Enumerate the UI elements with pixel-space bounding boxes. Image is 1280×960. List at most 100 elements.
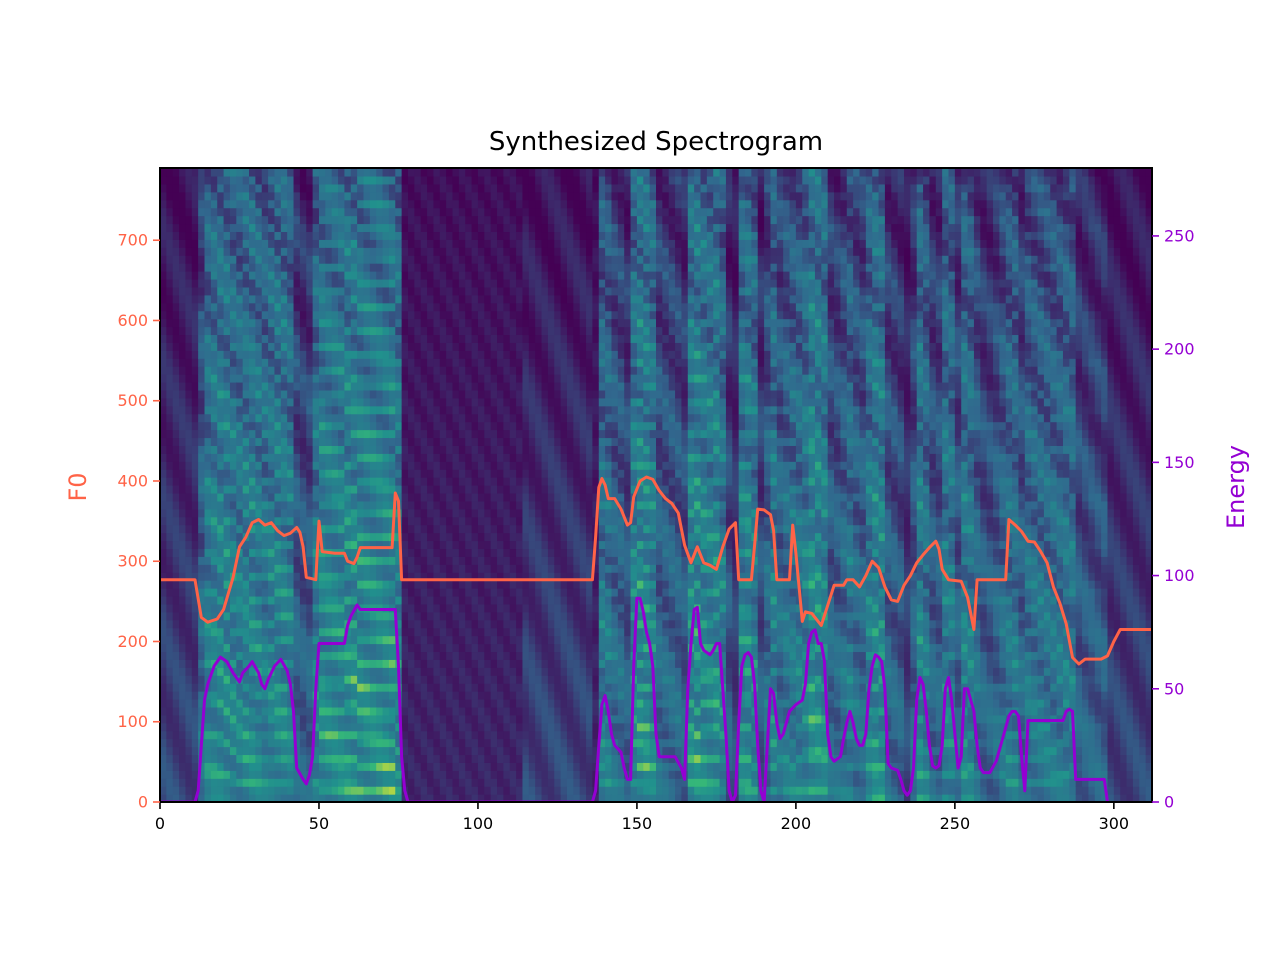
spectrogram-cell xyxy=(395,231,403,240)
spectrogram-cell xyxy=(433,754,441,763)
spectrogram-cell xyxy=(280,366,288,375)
spectrogram-cell xyxy=(446,389,454,399)
spectrogram-cell xyxy=(306,168,314,177)
spectrogram-cell xyxy=(420,722,428,732)
spectrogram-cell xyxy=(198,231,206,240)
spectrogram-cell xyxy=(172,651,180,660)
spectrogram-cell xyxy=(287,453,295,462)
spectrogram-column xyxy=(344,168,352,802)
spectrogram-cell xyxy=(318,318,326,328)
spectrogram-cell xyxy=(255,500,263,510)
spectrogram-cell xyxy=(376,453,384,462)
spectrogram-cell xyxy=(484,239,492,248)
spectrogram-cell xyxy=(490,667,498,676)
spectrogram-cell xyxy=(401,413,409,423)
spectrogram-cell xyxy=(293,421,301,431)
spectrogram-cell xyxy=(446,706,454,716)
spectrogram-cell xyxy=(280,564,288,573)
spectrogram-cell xyxy=(503,286,511,296)
spectrogram-cell xyxy=(433,429,441,439)
spectrogram-cell xyxy=(357,548,365,557)
spectrogram-cell xyxy=(312,302,320,312)
spectrogram-cell xyxy=(408,762,415,771)
spectrogram-cell xyxy=(204,548,212,557)
spectrogram-cell xyxy=(331,247,339,256)
spectrogram-cell xyxy=(280,453,288,462)
spectrogram-cell xyxy=(439,588,447,597)
spectrogram-cell xyxy=(293,405,301,415)
spectrogram-cell xyxy=(433,358,441,367)
spectrogram-cell xyxy=(414,683,422,692)
spectrogram-cell xyxy=(452,278,460,288)
spectrogram-cell xyxy=(191,191,199,201)
spectrogram-cell xyxy=(172,175,180,185)
spectrogram-cell xyxy=(541,691,549,700)
spectrogram-cell xyxy=(293,334,301,343)
spectrogram-cell xyxy=(541,714,549,724)
spectrogram-cell xyxy=(280,611,288,621)
spectrogram-cell xyxy=(427,603,435,613)
spectrogram-cell xyxy=(261,366,269,375)
spectrogram-cell xyxy=(363,635,371,645)
spectrogram-cell xyxy=(382,175,390,185)
spectrogram-cell xyxy=(338,421,346,431)
spectrogram-cell xyxy=(528,762,536,771)
spectrogram-cell xyxy=(179,263,187,272)
spectrogram-cell xyxy=(172,342,180,351)
spectrogram-cell xyxy=(249,746,256,756)
spectrogram-cell xyxy=(484,255,492,264)
spectrogram-cell xyxy=(369,207,377,217)
spectrogram-cell xyxy=(509,271,517,280)
spectrogram-cell xyxy=(458,619,466,629)
spectrogram-cell xyxy=(465,786,473,795)
spectrogram-cell xyxy=(280,548,288,557)
spectrogram-cell xyxy=(484,548,492,557)
spectrogram-cell xyxy=(401,405,409,415)
spectrogram-cell xyxy=(172,429,180,439)
spectrogram-cell xyxy=(318,469,326,478)
spectrogram-cell xyxy=(350,381,358,391)
spectrogram-cell xyxy=(382,389,390,399)
spectrogram-cell xyxy=(357,619,365,629)
spectrogram-column xyxy=(172,168,180,802)
spectrogram-cell xyxy=(446,168,454,177)
spectrogram-cell xyxy=(477,421,485,431)
spectrogram-cell xyxy=(528,659,536,668)
spectrogram-cell xyxy=(503,453,511,462)
spectrogram-cell xyxy=(210,239,218,248)
spectrogram-cell xyxy=(198,366,206,375)
spectrogram-cell xyxy=(414,191,422,201)
spectrogram-cell xyxy=(299,413,307,423)
spectrogram-cell xyxy=(223,675,231,684)
spectrogram-cell xyxy=(318,611,326,621)
spectrogram-cell xyxy=(420,207,428,217)
spectrogram-cell xyxy=(516,794,524,802)
spectrogram-cell xyxy=(191,683,199,692)
spectrogram-cell xyxy=(204,738,212,748)
spectrogram-cell xyxy=(401,572,409,581)
spectrogram-cell xyxy=(522,350,530,359)
spectrogram-cell xyxy=(261,199,269,209)
spectrogram-cell xyxy=(408,358,415,367)
spectrogram-cell xyxy=(198,223,206,233)
spectrogram-cell xyxy=(376,191,384,201)
spectrogram-cell xyxy=(363,191,371,201)
spectrogram-cell xyxy=(287,350,295,359)
spectrogram-column xyxy=(541,168,549,802)
spectrogram-cell xyxy=(312,294,320,304)
spectrogram-cell xyxy=(401,659,409,668)
spectrogram-cell xyxy=(427,564,435,573)
spectrogram-cell xyxy=(344,532,352,542)
spectrogram-cell xyxy=(325,318,333,328)
spectrogram-cell xyxy=(465,255,473,264)
spectrogram-cell xyxy=(401,247,409,256)
spectrogram-cell xyxy=(427,580,435,589)
spectrogram-cell xyxy=(268,770,276,779)
spectrogram-cell xyxy=(223,191,231,201)
spectrogram-cell xyxy=(465,381,473,391)
spectrogram-cell xyxy=(401,492,409,502)
spectrogram-cell xyxy=(535,572,543,581)
spectrogram-cell xyxy=(223,231,231,240)
spectrogram-cell xyxy=(229,722,237,732)
spectrogram-cell xyxy=(255,754,263,763)
